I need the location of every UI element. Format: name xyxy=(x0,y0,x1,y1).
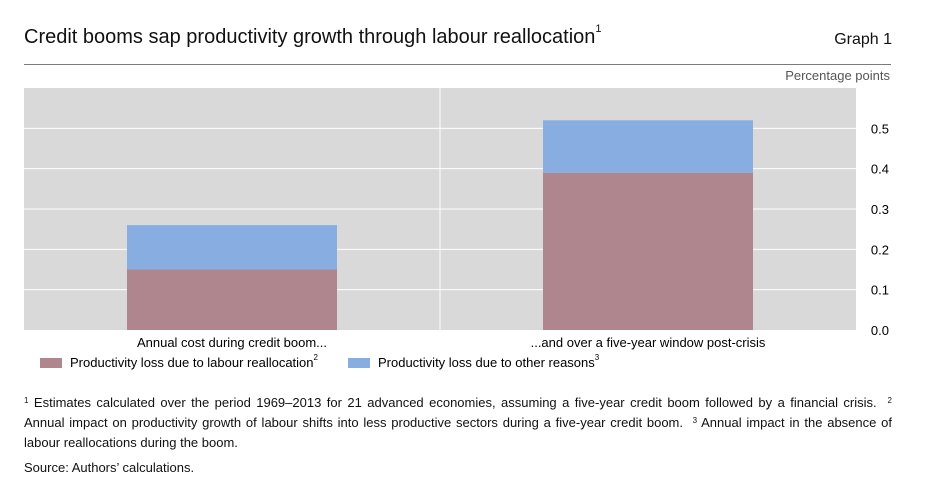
footnote-2-mark: 2 xyxy=(887,396,892,405)
footnotes: 1 Estimates calculated over the period 1… xyxy=(24,393,892,453)
legend: Productivity loss due to labour realloca… xyxy=(40,353,600,370)
y-tick-label: 0.3 xyxy=(871,202,889,217)
footnote-1-mark: 1 xyxy=(24,396,29,405)
x-axis-label-1: Annual cost during credit boom... xyxy=(137,335,327,350)
graph-number: Graph 1 xyxy=(834,31,892,48)
bar-segment-labour-reallocation-2 xyxy=(543,172,753,330)
legend-item-other-reasons: Productivity loss due to other reasons 3 xyxy=(347,353,600,370)
legend-item-labour-reallocation: Productivity loss due to labour realloca… xyxy=(40,353,318,370)
footnote-1: Estimates calculated over the period 196… xyxy=(33,395,877,410)
y-tick-label: 0.4 xyxy=(871,162,889,177)
legend-swatch-labour-reallocation xyxy=(40,357,62,368)
x-axis-label-2: ...and over a five-year window post-cris… xyxy=(531,335,766,350)
bar-segment-other-reasons-1 xyxy=(127,225,337,270)
y-tick-label: 0.0 xyxy=(871,323,889,338)
legend-footnote-mark-3: 3 xyxy=(594,353,600,362)
legend-footnote-mark-2: 2 xyxy=(313,353,318,362)
title-rule xyxy=(24,64,891,65)
title-footnote-mark: 1 xyxy=(595,23,602,35)
legend-swatch-other-reasons xyxy=(347,357,370,368)
y-tick-label: 0.2 xyxy=(871,242,889,257)
source-note: Source: Authors’ calculations. xyxy=(24,460,195,475)
stacked-bar-chart: 0.5 0.4 0.3 0.2 0.1 0.0 Annual cost during cr… xyxy=(24,88,889,350)
y-tick-label: 0.5 xyxy=(871,121,889,136)
chart-title-text: Credit booms sap productivity growth thr… xyxy=(24,26,596,48)
footnote-3: Annual impact in the absence of labour r… xyxy=(24,415,892,450)
unit-label: Percentage points xyxy=(785,68,890,83)
chart-title: Credit booms sap productivity growth thr… xyxy=(24,23,602,49)
bar-segment-labour-reallocation-1 xyxy=(127,269,337,330)
footnote-2: Annual impact on productivity growth of … xyxy=(24,415,683,430)
bars xyxy=(127,120,753,330)
legend-label-labour-reallocation: Productivity loss due to labour realloca… xyxy=(70,355,314,370)
x-axis-labels: Annual cost during credit boom... ...and … xyxy=(137,335,766,350)
y-axis-ticks: 0.5 0.4 0.3 0.2 0.1 0.0 xyxy=(871,121,889,338)
y-tick-label: 0.1 xyxy=(871,283,889,298)
footnote-3-mark: 3 xyxy=(692,416,698,425)
legend-label-other-reasons: Productivity loss due to other reasons xyxy=(377,355,595,370)
bar-segment-other-reasons-2 xyxy=(543,120,753,173)
